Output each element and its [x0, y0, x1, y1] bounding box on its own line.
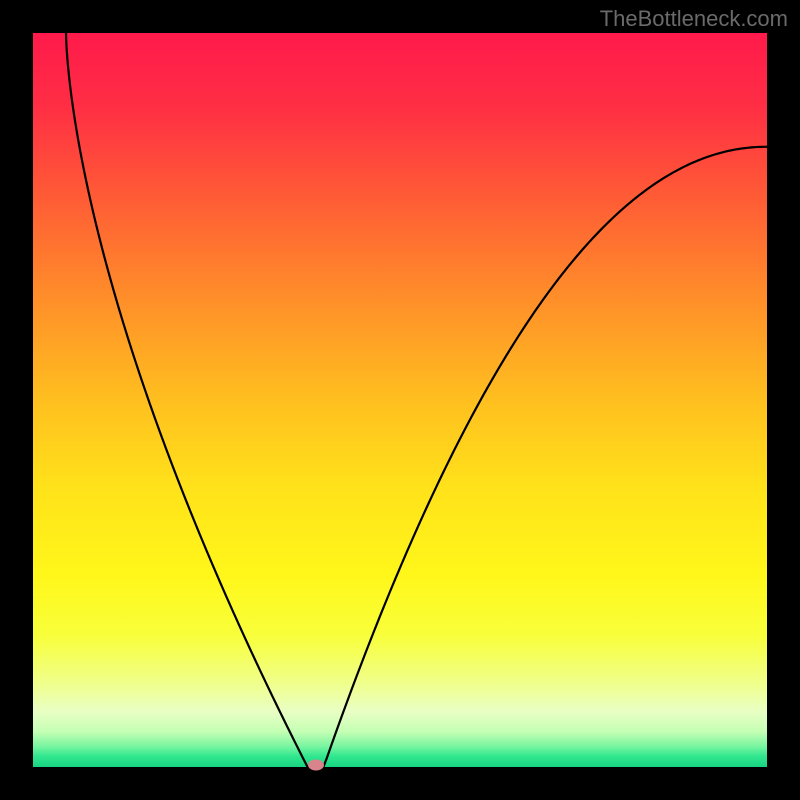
- watermark-text: TheBottleneck.com: [600, 6, 788, 32]
- plot-area: [33, 33, 767, 767]
- bottleneck-curve: [33, 33, 767, 767]
- optimum-marker: [308, 759, 324, 770]
